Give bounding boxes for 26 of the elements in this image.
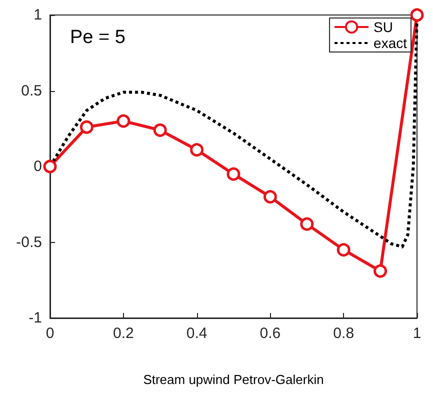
point — [263, 190, 277, 204]
y-tick-label: 0 — [34, 158, 42, 175]
x-tick-label: 1 — [412, 325, 422, 342]
annotation: Pe = 5 — [70, 27, 126, 48]
point — [410, 8, 424, 22]
point — [153, 123, 167, 137]
x-tick-label: 0 — [46, 325, 54, 342]
x-tick-label: 0.6 — [260, 325, 281, 342]
point — [116, 114, 130, 128]
y-tick-label: 0.5 — [21, 82, 42, 100]
point — [43, 160, 57, 174]
point — [336, 243, 350, 257]
legend-label: exact — [374, 35, 408, 51]
y-tick-label: -0.5 — [16, 234, 42, 251]
y-tick-label: -1 — [28, 310, 42, 326]
y-tick-label: 1 — [34, 6, 42, 24]
x-tick-label: 0.2 — [112, 325, 134, 342]
point — [300, 217, 314, 231]
point — [190, 143, 204, 157]
x-axis-title: Stream upwind Petrov-Galerkin — [143, 372, 324, 387]
point — [374, 264, 388, 278]
legend-label: SU — [374, 19, 393, 35]
x-tick-label: 0.4 — [186, 325, 208, 342]
point — [80, 120, 94, 134]
x-tick-label: 0.8 — [333, 325, 354, 342]
point — [226, 167, 240, 181]
